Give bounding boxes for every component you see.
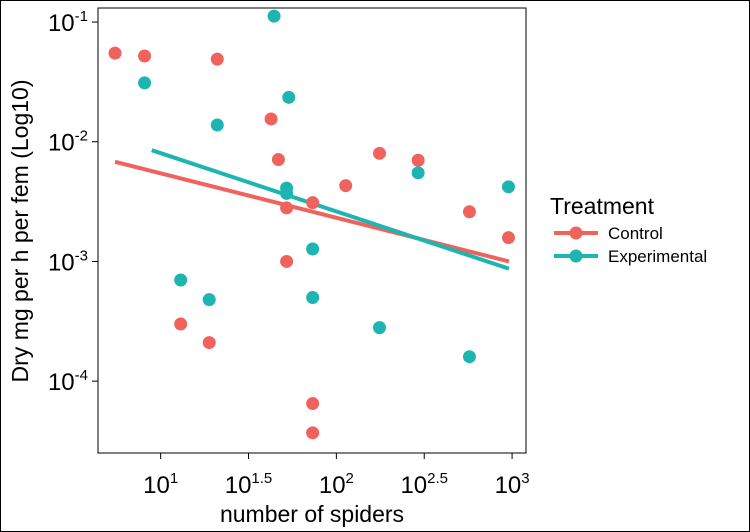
plot-panel [97,7,527,454]
data-point-experimental [280,186,294,200]
x-tick-label: 101.5 [225,470,273,499]
data-point-control [501,231,515,245]
data-point-control [108,46,122,60]
data-point-experimental [138,76,152,90]
data-point-experimental [306,242,320,256]
y-axis: 10-4 10-3 10-2 10-1 [48,8,98,396]
legend-title: Treatment [550,193,655,219]
data-point-experimental [411,166,425,180]
legend: Treatment Control Experimental [550,193,707,266]
data-point-experimental [267,9,281,23]
legend-label: Experimental [608,247,707,266]
data-point-control [280,201,294,215]
data-point-control [280,254,294,268]
x-tick-label: 102 [319,470,354,499]
y-tick-label: 10-2 [48,128,88,157]
x-tick-label: 102.5 [400,470,448,499]
data-point-control [138,49,152,63]
y-tick-label: 10-4 [48,367,88,396]
data-point-control [210,52,224,66]
trend-line-experimental [151,148,510,271]
data-point-control [462,205,476,219]
legend-label: Control [608,224,663,243]
data-point-experimental [174,273,188,287]
data-point-experimental [373,321,387,335]
data-point-experimental [462,350,476,364]
x-tick-label: 101 [143,470,178,499]
data-point-experimental [306,290,320,304]
y-tick-label: 10-1 [48,8,88,37]
data-point-control [202,336,216,350]
data-point-control [264,112,278,126]
legend-key-dot [569,249,583,263]
x-axis: 101 101.5 102 102.5 103 [143,453,530,499]
x-tick-label: 103 [495,470,530,499]
data-point-control [411,153,425,167]
data-point-control [271,153,285,167]
data-point-experimental [202,293,216,307]
data-point-experimental [501,180,515,194]
data-point-experimental [282,90,296,104]
data-point-control [373,146,387,160]
data-point-experimental [210,118,224,132]
data-point-control [306,426,320,440]
data-point-control [306,397,320,411]
data-point-control [306,196,320,210]
legend-key-dot [569,226,583,240]
y-axis-title: Dry mg per h per fem (Log10) [7,80,33,383]
x-axis-title: number of spiders [220,501,404,527]
trend-lines [114,148,510,271]
data-point-control [174,317,188,331]
data-points [108,9,515,440]
data-point-control [339,179,353,193]
y-tick-label: 10-3 [48,247,88,276]
